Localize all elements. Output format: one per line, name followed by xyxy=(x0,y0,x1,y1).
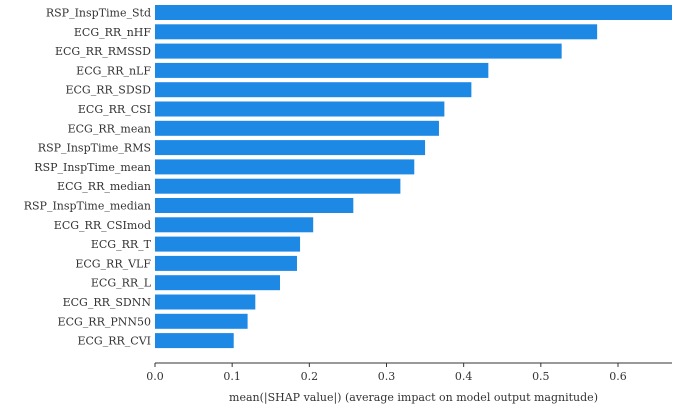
x-tick-label: 0.0 xyxy=(146,370,164,383)
category-label-ecg-rr-sdnn: ECG_RR_SDNN xyxy=(63,296,152,309)
x-tick-label: 0.3 xyxy=(378,370,396,383)
bar-ecg-rr-rmssd xyxy=(155,43,562,59)
category-label-rsp-insptime-median: RSP_InspTime_median xyxy=(24,200,151,213)
bar-ecg-rr-nhf xyxy=(155,24,598,40)
x-tick-label: 0.2 xyxy=(301,370,319,383)
category-label-ecg-rr-cvi: ECG_RR_CVI xyxy=(77,335,151,348)
bar-rsp-insptime-median xyxy=(155,198,354,213)
bar-ecg-rr-vlf xyxy=(155,255,297,271)
bar-ecg-rr-nlf xyxy=(155,62,489,78)
category-label-ecg-rr-pnn50: ECG_RR_PNN50 xyxy=(58,315,151,328)
category-label-rsp-insptime-rms: RSP_InspTime_RMS xyxy=(38,142,151,155)
bar-rsp-insptime-std xyxy=(155,5,672,20)
bar-ecg-rr-sdnn xyxy=(155,294,256,310)
x-axis-ticks: 0.0 0.1 0.2 0.3 0.4 0.5 0.6 xyxy=(146,363,627,383)
bar-ecg-rr-l xyxy=(155,275,281,291)
bar-ecg-rr-sdsd xyxy=(155,82,472,98)
bar-ecg-rr-csimod xyxy=(155,217,314,233)
category-label-ecg-rr-csi: ECG_RR_CSI xyxy=(78,103,151,116)
category-label-ecg-rr-sdsd: ECG_RR_SDSD xyxy=(65,84,151,97)
category-label-ecg-rr-mean: ECG_RR_mean xyxy=(68,122,151,135)
x-tick-label: 0.5 xyxy=(532,370,550,383)
x-axis-label: mean(|SHAP value|) (average impact on mo… xyxy=(229,391,598,405)
category-label-ecg-rr-rmssd: ECG_RR_RMSSD xyxy=(55,45,151,58)
category-label-ecg-rr-vlf: ECG_RR_VLF xyxy=(75,257,151,270)
bars-group xyxy=(155,5,672,349)
category-label-rsp-insptime-std: RSP_InspTime_Std xyxy=(46,7,151,20)
x-tick-label: 0.6 xyxy=(609,370,627,383)
category-label-ecg-rr-nhf: ECG_RR_nHF xyxy=(74,26,151,39)
bar-ecg-rr-cvi xyxy=(155,333,234,349)
bar-ecg-rr-median xyxy=(155,178,401,194)
bar-ecg-rr-csi xyxy=(155,101,445,117)
category-label-ecg-rr-nlf: ECG_RR_nLF xyxy=(76,64,151,77)
category-label-ecg-rr-median: ECG_RR_median xyxy=(57,180,151,193)
category-label-ecg-rr-l: ECG_RR_L xyxy=(91,277,152,290)
bar-rsp-insptime-mean xyxy=(155,159,415,175)
x-tick-label: 0.1 xyxy=(223,370,241,383)
bar-ecg-rr-t xyxy=(155,236,301,252)
bar-ecg-rr-pnn50 xyxy=(155,313,248,329)
bar-ecg-rr-mean xyxy=(155,120,439,136)
x-tick-label: 0.4 xyxy=(455,370,473,383)
category-label-ecg-rr-csimod: ECG_RR_CSImod xyxy=(54,219,151,232)
bar-rsp-insptime-rms xyxy=(155,140,426,156)
category-label-rsp-insptime-mean: RSP_InspTime_mean xyxy=(34,161,151,174)
category-label-ecg-rr-t: ECG_RR_T xyxy=(91,238,152,251)
category-labels: RSP_InspTime_Std ECG_RR_nHF ECG_RR_RMSSD EC… xyxy=(24,7,152,348)
